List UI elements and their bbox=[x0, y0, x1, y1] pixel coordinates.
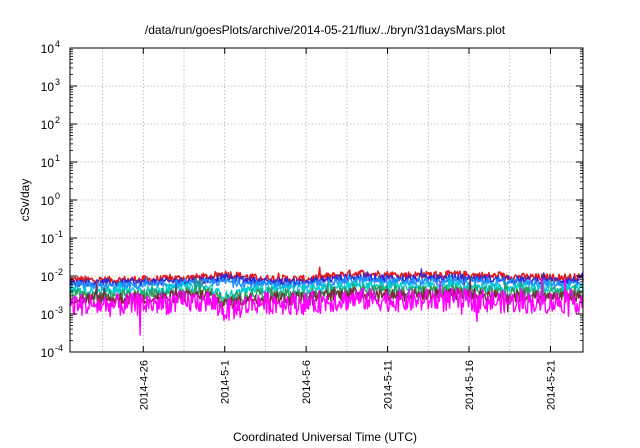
y-tick-exponent: -1 bbox=[55, 229, 63, 239]
y-tick-exponent: 3 bbox=[55, 77, 60, 87]
y-tick-label: 10 bbox=[41, 346, 55, 360]
x-tick-label: 2014-4-26 bbox=[138, 360, 150, 410]
y-tick-label: 10 bbox=[41, 156, 55, 170]
x-tick-label: 2014-5-11 bbox=[383, 360, 395, 409]
y-tick-label: 10 bbox=[41, 308, 55, 322]
x-tick-label: 2014-5-1 bbox=[220, 360, 232, 404]
x-axis-label: Coordinated Universal Time (UTC) bbox=[233, 430, 417, 444]
chart-title: /data/run/goesPlots/archive/2014-05-21/f… bbox=[145, 23, 506, 37]
y-tick-exponent: 0 bbox=[55, 191, 60, 201]
y-tick-exponent: 1 bbox=[55, 153, 60, 163]
y-tick-exponent: -2 bbox=[55, 267, 63, 277]
y-tick-labels: 10-410-310-210-1100101102103104 bbox=[41, 39, 63, 360]
x-tick-label: 2014-5-16 bbox=[464, 360, 476, 410]
y-tick-label: 10 bbox=[41, 42, 55, 56]
y-tick-exponent: 2 bbox=[55, 115, 60, 125]
y-tick-exponent: -3 bbox=[55, 305, 63, 315]
y-tick-label: 10 bbox=[41, 232, 55, 246]
x-tick-labels: 2014-4-26 2014-5-1 2014-5-6 2014-5-11 2014-5… bbox=[138, 360, 557, 410]
x-tick-label: 2014-5-6 bbox=[301, 360, 313, 404]
y-tick-exponent: 4 bbox=[55, 39, 60, 49]
series-group bbox=[70, 267, 583, 335]
y-tick-label: 10 bbox=[41, 118, 55, 132]
y-tick-label: 10 bbox=[41, 270, 55, 284]
x-tick-label: 2014-5-21 bbox=[545, 360, 557, 410]
y-axis-label: cSv/day bbox=[18, 179, 32, 222]
y-tick-label: 10 bbox=[41, 80, 55, 94]
y-tick-exponent: -4 bbox=[55, 343, 63, 353]
y-tick-label: 10 bbox=[41, 194, 55, 208]
